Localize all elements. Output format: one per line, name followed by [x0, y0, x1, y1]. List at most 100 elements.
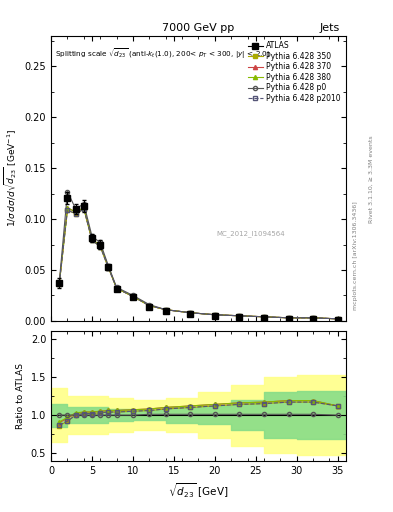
- Text: MC_2012_I1094564: MC_2012_I1094564: [216, 230, 285, 237]
- Pythia 6.428 380: [90, 237, 94, 243]
- Pythia 6.428 p2010: [57, 281, 62, 287]
- Pythia 6.428 380: [73, 209, 78, 215]
- Pythia 6.428 p0: [73, 206, 78, 212]
- X-axis label: $\sqrt{d_{23}}$ [GeV]: $\sqrt{d_{23}}$ [GeV]: [168, 481, 229, 500]
- Pythia 6.428 380: [114, 285, 119, 291]
- Pythia 6.428 380: [98, 243, 103, 249]
- Pythia 6.428 p2010: [335, 316, 340, 322]
- Pythia 6.428 380: [106, 264, 111, 270]
- Legend: ATLAS, Pythia 6.428 350, Pythia 6.428 370, Pythia 6.428 380, Pythia 6.428 p0, Py: ATLAS, Pythia 6.428 350, Pythia 6.428 37…: [246, 39, 342, 104]
- Pythia 6.428 p2010: [90, 238, 94, 244]
- Pythia 6.428 p2010: [98, 244, 103, 250]
- Pythia 6.428 p2010: [163, 307, 168, 313]
- Pythia 6.428 p0: [311, 315, 316, 321]
- Pythia 6.428 p0: [147, 302, 152, 308]
- Pythia 6.428 380: [130, 293, 135, 300]
- Pythia 6.428 p2010: [147, 303, 152, 309]
- Pythia 6.428 350: [163, 307, 168, 313]
- Pythia 6.428 p2010: [106, 265, 111, 271]
- Pythia 6.428 370: [335, 316, 340, 322]
- Pythia 6.428 370: [213, 312, 217, 318]
- Pythia 6.428 350: [188, 310, 193, 316]
- Y-axis label: $1/\sigma\,d\sigma/d\sqrt{d_{23}}\ [\mathrm{GeV}^{-1}]$: $1/\sigma\,d\sigma/d\sqrt{d_{23}}\ [\mat…: [3, 130, 19, 227]
- Pythia 6.428 p2010: [81, 206, 86, 212]
- Pythia 6.428 380: [213, 312, 217, 318]
- Pythia 6.428 p2010: [73, 211, 78, 217]
- Pythia 6.428 370: [90, 237, 94, 243]
- Pythia 6.428 370: [65, 205, 70, 211]
- Text: Jets: Jets: [320, 23, 340, 33]
- Text: mcplots.cern.ch [arXiv:1306.3436]: mcplots.cern.ch [arXiv:1306.3436]: [353, 202, 358, 310]
- Pythia 6.428 350: [73, 211, 78, 217]
- Pythia 6.428 370: [262, 314, 266, 320]
- Pythia 6.428 p2010: [130, 293, 135, 300]
- Pythia 6.428 350: [106, 265, 111, 271]
- Pythia 6.428 p2010: [114, 285, 119, 291]
- Pythia 6.428 p0: [213, 312, 217, 318]
- Pythia 6.428 370: [106, 264, 111, 270]
- Pythia 6.428 370: [163, 307, 168, 313]
- Pythia 6.428 380: [237, 313, 242, 319]
- Pythia 6.428 p2010: [188, 310, 193, 316]
- Line: Pythia 6.428 p0: Pythia 6.428 p0: [57, 189, 340, 321]
- Line: Pythia 6.428 350: Pythia 6.428 350: [57, 207, 340, 321]
- Pythia 6.428 380: [65, 205, 70, 211]
- Pythia 6.428 350: [237, 313, 242, 319]
- Pythia 6.428 350: [98, 244, 103, 250]
- Pythia 6.428 p2010: [65, 207, 70, 213]
- Pythia 6.428 370: [188, 310, 193, 316]
- Pythia 6.428 p0: [65, 188, 70, 195]
- Pythia 6.428 370: [114, 285, 119, 291]
- Line: Pythia 6.428 p2010: Pythia 6.428 p2010: [57, 207, 340, 321]
- Pythia 6.428 p0: [335, 316, 340, 322]
- Pythia 6.428 380: [286, 315, 291, 321]
- Pythia 6.428 350: [311, 315, 316, 321]
- Pythia 6.428 380: [163, 307, 168, 313]
- Pythia 6.428 p0: [98, 240, 103, 246]
- Pythia 6.428 350: [262, 314, 266, 320]
- Pythia 6.428 370: [237, 313, 242, 319]
- Pythia 6.428 350: [90, 238, 94, 244]
- Y-axis label: Ratio to ATLAS: Ratio to ATLAS: [16, 363, 25, 429]
- Pythia 6.428 p0: [262, 314, 266, 320]
- Pythia 6.428 p0: [106, 263, 111, 269]
- Pythia 6.428 p0: [57, 279, 62, 285]
- Pythia 6.428 380: [57, 280, 62, 286]
- Pythia 6.428 370: [73, 209, 78, 215]
- Pythia 6.428 p2010: [262, 314, 266, 320]
- Pythia 6.428 380: [311, 315, 316, 321]
- Pythia 6.428 p2010: [213, 312, 217, 318]
- Pythia 6.428 p0: [286, 315, 291, 321]
- Pythia 6.428 350: [65, 207, 70, 213]
- Pythia 6.428 350: [81, 206, 86, 212]
- Pythia 6.428 p2010: [237, 313, 242, 319]
- Line: Pythia 6.428 370: Pythia 6.428 370: [57, 206, 340, 321]
- Pythia 6.428 350: [335, 316, 340, 322]
- Pythia 6.428 370: [130, 293, 135, 300]
- Pythia 6.428 p2010: [286, 315, 291, 321]
- Pythia 6.428 380: [188, 310, 193, 316]
- Pythia 6.428 350: [114, 285, 119, 291]
- Pythia 6.428 350: [57, 281, 62, 287]
- Text: Rivet 3.1.10, ≥ 3.3M events: Rivet 3.1.10, ≥ 3.3M events: [369, 135, 374, 223]
- Pythia 6.428 370: [147, 303, 152, 309]
- Pythia 6.428 p0: [237, 313, 242, 319]
- Line: Pythia 6.428 380: Pythia 6.428 380: [57, 206, 340, 321]
- Pythia 6.428 350: [213, 312, 217, 318]
- Pythia 6.428 380: [262, 314, 266, 320]
- Text: Splitting scale $\sqrt{d_{23}}$ (anti-$k_t$(1.0), 200< $p_T$ < 300, $|y|$ < 2.0): Splitting scale $\sqrt{d_{23}}$ (anti-$k…: [55, 47, 271, 61]
- Pythia 6.428 p0: [163, 307, 168, 313]
- Pythia 6.428 370: [311, 315, 316, 321]
- Pythia 6.428 370: [98, 243, 103, 249]
- Text: 7000 GeV pp: 7000 GeV pp: [162, 23, 235, 33]
- Pythia 6.428 350: [147, 303, 152, 309]
- Pythia 6.428 370: [81, 205, 86, 211]
- Pythia 6.428 p0: [81, 201, 86, 207]
- Pythia 6.428 p0: [114, 284, 119, 290]
- Pythia 6.428 p0: [188, 310, 193, 316]
- Pythia 6.428 380: [147, 303, 152, 309]
- Pythia 6.428 370: [286, 315, 291, 321]
- Pythia 6.428 350: [130, 293, 135, 300]
- Pythia 6.428 380: [335, 316, 340, 322]
- Pythia 6.428 380: [81, 205, 86, 211]
